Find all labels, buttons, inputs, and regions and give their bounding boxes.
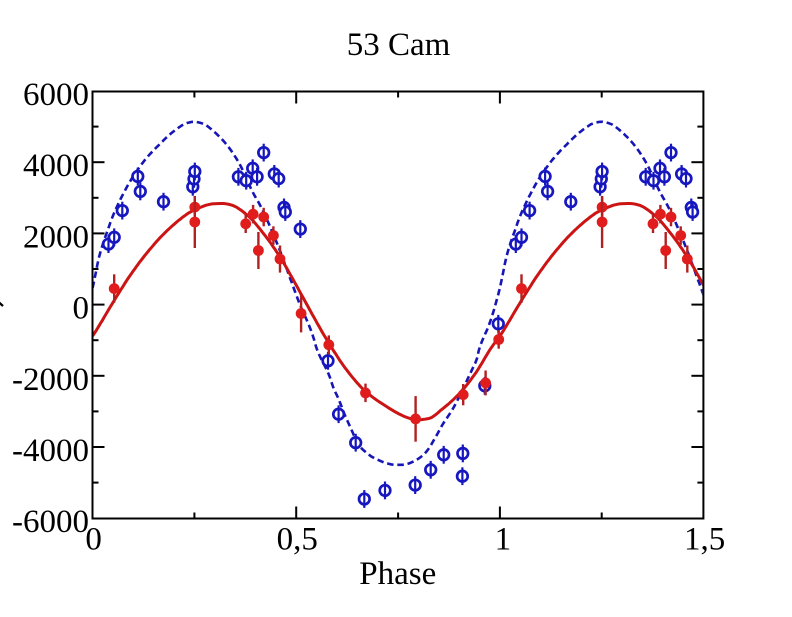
svg-text:-4000: -4000 (12, 433, 89, 469)
svg-text:1,5: 1,5 (684, 522, 725, 558)
svg-text:1: 1 (495, 522, 512, 558)
svg-text:0: 0 (85, 522, 102, 558)
svg-text:2000: 2000 (23, 219, 89, 255)
svg-text:53 Cam: 53 Cam (347, 27, 451, 63)
svg-text:0: 0 (73, 291, 90, 327)
svg-text:6000: 6000 (23, 77, 89, 113)
svg-text:-2000: -2000 (12, 362, 89, 398)
svg-text:-6000: -6000 (12, 504, 89, 540)
svg-text:Phase: Phase (359, 556, 436, 592)
svg-text:4000: 4000 (23, 148, 89, 184)
svg-text:0,5: 0,5 (277, 522, 318, 558)
